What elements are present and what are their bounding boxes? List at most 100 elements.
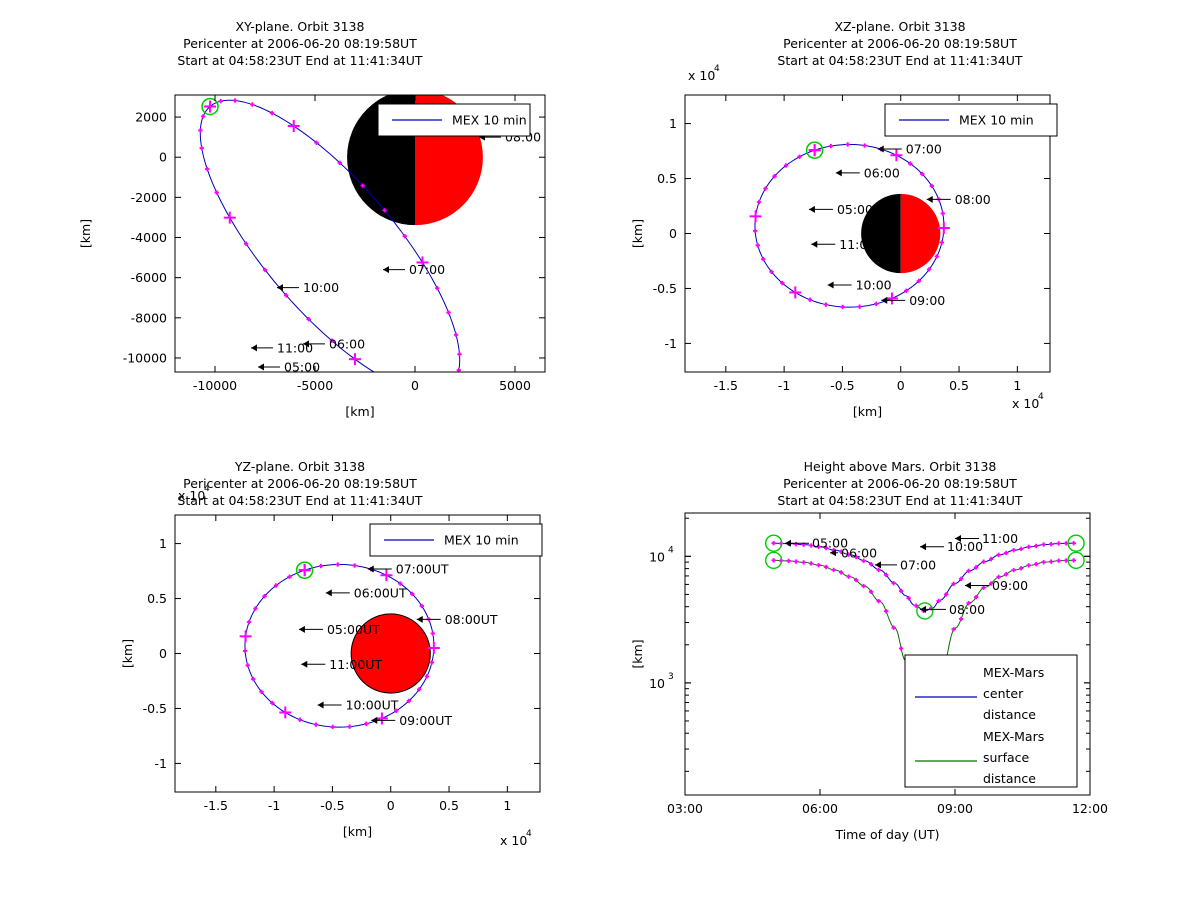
ten-minute-marker [929,183,934,189]
panel-xz-title-line1: XZ-plane. Orbit 3138 [834,19,966,34]
axis-ticks: -10000 -5000 0 5000 2000 0 -2000 -4000 -6000 -800… [123,95,545,393]
annotation-arrow [920,605,946,613]
y-tick-label: 0 [159,150,167,165]
legend[interactable]: MEX 10 min [884,103,1058,137]
y-tick-label: -0.5 [653,281,677,296]
endpoint-circle [1067,534,1085,552]
hour-marker [380,569,393,582]
mars-day-side [900,193,941,274]
annotation-arrow [808,205,833,213]
annotation-label: 11:00 [277,340,313,355]
panel-yz-plot: -1.5 -1 -0.5 0 0.5 110.50-0.5-1[km][km]x 104x… [120,484,543,848]
mars-sunlit-disk [350,613,431,694]
x-tick-label: 03:00 [667,801,703,816]
annotation-arrow [827,281,852,289]
hour-marker [885,292,898,305]
ten-minute-marker [943,592,949,597]
x-axis-label: [km] [345,404,374,419]
legend[interactable]: MEX 10 min [369,523,543,557]
ten-minute-marker [200,114,206,119]
ten-minute-marker [419,603,424,609]
ten-minute-marker [793,559,799,564]
ten-minute-marker [242,648,248,654]
ten-minute-marker [973,594,979,600]
ten-minute-marker [883,608,889,614]
ten-minute-marker [1071,541,1076,546]
ten-minute-marker [807,297,813,302]
annotation-label: 07:00 [906,142,942,157]
ten-minute-marker [756,199,762,205]
center-distance-curve-path [773,542,1077,612]
ten-minute-marker [846,574,851,579]
x-axis-label: [km] [343,824,372,839]
ten-minute-marker [816,563,821,568]
ten-minute-marker [1041,559,1046,565]
ten-minute-marker [1041,542,1046,547]
hour-marker [298,564,311,577]
ten-minute-marker [908,161,913,166]
annotation-arrow [965,581,989,589]
panel-xz-plot: -1.5 -1 -0.5 0 0.5 110.50-0.5-1[km][km]x 104x… [630,64,1058,419]
legend[interactable]: MEX 10 min [377,103,531,137]
legend-label: MEX 10 min [452,113,527,128]
ten-minute-marker [823,302,829,307]
ten-minute-marker [966,568,971,574]
endpoint-circle [295,561,314,579]
ten-minute-marker [936,598,941,604]
annotation-arrow [955,535,979,543]
panel-yz-title-line2: Pericenter at 2006-06-20 08:19:58UT [183,476,417,491]
y-tick-label: -6000 [131,270,167,285]
hour-marker [937,221,950,234]
ten-minute-marker [752,228,758,234]
ten-minute-marker [1011,567,1016,573]
legend-label: MEX 10 min [959,113,1034,128]
ten-minute-marker [939,240,945,245]
ten-minute-marker [360,183,365,188]
ten-minute-marker [262,594,267,599]
panel-xy-plot: -10000 -5000 0 5000 2000 0 -2000 -4000 -6000 -800… [78,94,546,419]
y-tick-label: 1 [669,116,677,131]
annotation-label: 08:00 [949,602,985,617]
y-tick-mantissa: 10 [649,676,665,691]
ten-minute-marker [816,544,821,549]
annotation-label: 07:00UT [396,562,449,577]
y-tick-label: 0.5 [147,591,167,606]
ten-minute-marker [330,724,335,730]
hour-marker [427,641,440,654]
x-axis-multiplier-exponent: 4 [1038,392,1044,402]
mex-orbit-track [198,97,462,372]
ten-minute-marker [410,591,415,597]
axes-frame [174,94,546,373]
y-axis-multiplier-exponent: 4 [204,484,210,494]
endpoint-circle [1067,551,1085,570]
ten-minute-marker [253,606,258,611]
y-tick-label: -8000 [131,310,167,325]
ten-minute-marker [853,577,859,583]
axis-ticks: -1.5 -1 -0.5 0 0.5 1 1 0.5 0 -0.5 -1 [653,95,1050,393]
annotation-arrow [835,169,860,177]
ten-minute-marker [398,581,403,586]
panel-height-title-line2: Pericenter at 2006-06-20 08:19:58UT [783,476,1017,491]
legend[interactable]: MEX-Mars center distance MEX-Mars surface dis… [904,654,1078,788]
ten-minute-marker [435,285,440,291]
hour-marker [808,144,821,157]
annotation-arrow [881,296,906,304]
x-tick-label: -0.5 [830,378,854,393]
annotation-label: 06:00 [841,545,877,560]
x-tick-label: 0 [411,378,419,393]
ten-minute-marker [861,583,866,589]
ten-minute-marker [763,186,768,191]
ten-minute-marker [198,128,203,133]
ten-minute-marker [363,721,369,727]
legend-label: MEX 10 min [444,533,519,548]
y-axis-label: [km] [630,639,645,668]
y-tick-label: -1 [665,336,677,351]
panel-yz-title: YZ-plane. Orbit 3138 Pericenter at 2006-… [0,458,600,509]
x-tick-label: 09:00 [937,801,973,816]
x-tick-label: 0 [897,378,905,393]
ten-minute-marker [934,254,940,259]
ten-minute-marker [771,558,776,563]
ten-minute-marker [898,646,904,651]
hour-marker [416,256,429,269]
